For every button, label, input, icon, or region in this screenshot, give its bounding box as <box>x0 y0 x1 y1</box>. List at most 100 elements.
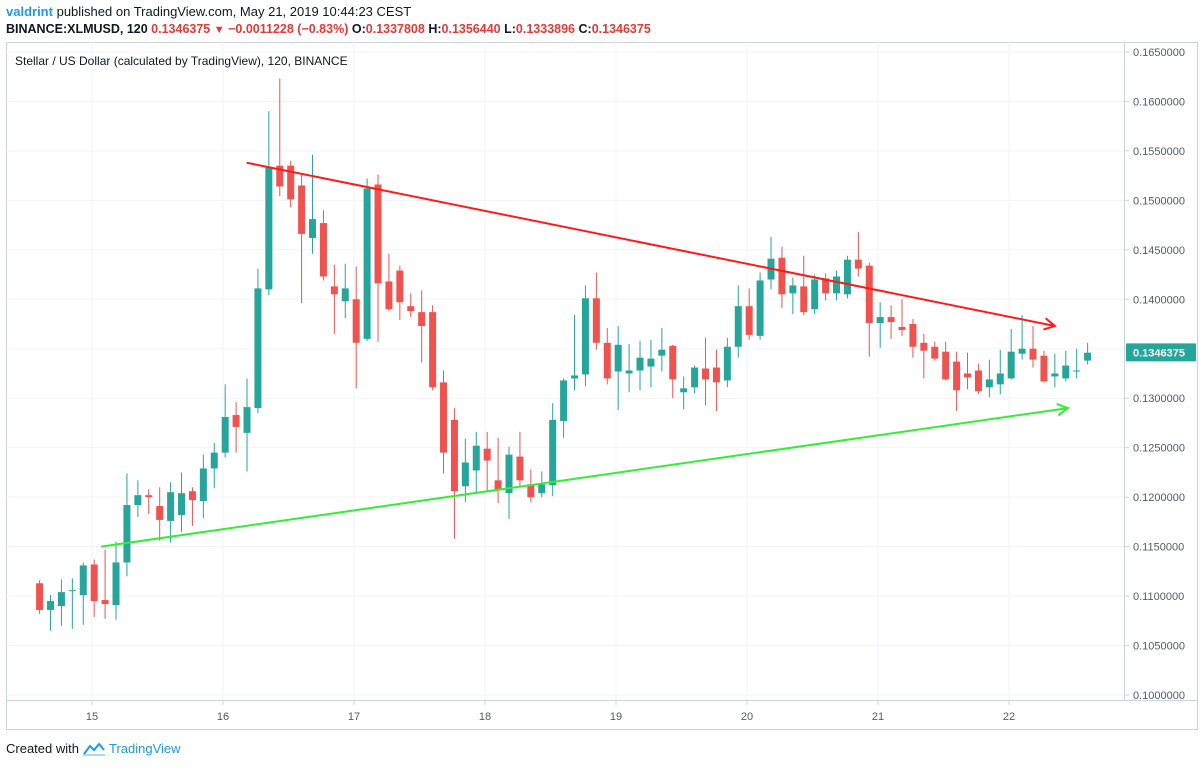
candle-body <box>134 495 142 506</box>
bearish-candle <box>1040 350 1048 383</box>
bullish-candle <box>691 365 699 394</box>
bearish-candle <box>669 344 677 399</box>
last-price-tag: 0.1346375 <box>1126 343 1196 362</box>
bearish-candle <box>145 489 153 514</box>
bullish-candle <box>723 337 731 388</box>
bearish-candle <box>778 246 786 309</box>
candle-body <box>953 361 961 391</box>
bearish-candle <box>330 264 338 334</box>
bullish-candle <box>265 111 273 296</box>
candle-body <box>396 270 404 303</box>
candle-body <box>265 166 273 290</box>
candle-body <box>822 278 830 294</box>
candle-body <box>843 259 851 295</box>
candle-body <box>298 185 306 234</box>
candle-body <box>287 165 295 200</box>
candle-body <box>254 288 262 409</box>
candle-body <box>352 299 360 343</box>
candle-body <box>156 506 164 520</box>
bearish-candle <box>407 293 415 318</box>
candle-body <box>1018 348 1026 354</box>
price-tick-label: 0.1650000 <box>1133 47 1185 59</box>
candle-body <box>188 491 196 501</box>
bearish-candle <box>188 487 196 526</box>
close-value: 0.1346375 <box>591 22 651 36</box>
price-chart[interactable]: 0.1000000 0.1050000 0.1100000 0.1150000 0.12… <box>6 42 1198 730</box>
bullish-candle <box>254 268 262 414</box>
candle-body <box>942 351 950 380</box>
bearish-candle <box>36 580 44 614</box>
candle-body <box>243 407 251 433</box>
bullish-candle <box>614 325 622 411</box>
time-axis[interactable]: 15 16 17 18 19 20 21 22 <box>86 700 1015 723</box>
price-tag-label: 0.1346375 <box>1133 347 1185 359</box>
candle-body <box>931 346 939 359</box>
price-tick-label: 0.1250000 <box>1133 443 1185 455</box>
candle-body <box>47 601 55 610</box>
candle-body <box>385 281 393 310</box>
low-label: L: <box>504 22 516 36</box>
bearish-candle <box>440 370 448 474</box>
bearish-candle <box>156 487 164 541</box>
bullish-candle <box>505 446 513 519</box>
bearish-candle <box>385 253 393 312</box>
bullish-candle <box>134 480 142 517</box>
bullish-candle <box>1062 350 1070 382</box>
price-tick-label: 0.1550000 <box>1133 146 1185 158</box>
symbol-label: BINANCE:XLMUSD, 120 <box>6 22 148 36</box>
candle-body <box>527 484 535 498</box>
bearish-candle <box>603 327 611 385</box>
bearish-candle <box>942 341 950 381</box>
bearish-candle <box>854 231 862 277</box>
candle-body <box>658 349 666 356</box>
bullish-candle <box>472 431 480 493</box>
tradingview-brand[interactable]: TradingView <box>108 741 181 756</box>
bullish-candle <box>876 302 884 348</box>
candle-body <box>854 259 862 269</box>
bearish-candle <box>101 549 109 619</box>
price-tick-label: 0.1050000 <box>1133 641 1185 653</box>
bearish-candle <box>909 319 917 358</box>
bullish-candle <box>843 255 851 299</box>
bearish-candle <box>516 431 524 487</box>
price-tick-label: 0.1150000 <box>1133 542 1184 554</box>
bullish-candle <box>789 277 797 315</box>
candle-body <box>581 298 589 375</box>
candle-body <box>1084 352 1092 361</box>
candle-body <box>418 312 426 326</box>
candle-body <box>571 375 579 379</box>
candle-body <box>516 456 524 481</box>
bullish-candle <box>167 482 175 543</box>
candle-body <box>90 564 98 602</box>
price-tick-label: 0.1200000 <box>1133 492 1185 504</box>
bearish-candle <box>745 288 753 340</box>
bearish-candle <box>1029 325 1037 368</box>
bearish-candle <box>712 349 720 412</box>
candle-body <box>1029 348 1037 360</box>
bearish-candle <box>494 437 502 504</box>
candle-body <box>319 223 327 277</box>
open-label: O: <box>351 22 366 36</box>
bullish-candle <box>178 472 186 532</box>
bearish-candle <box>429 305 437 391</box>
candle-body <box>702 368 710 380</box>
candle-body <box>549 419 557 486</box>
candle-body <box>789 285 797 294</box>
candle-body <box>603 342 611 379</box>
candle-body <box>800 286 808 313</box>
high-value: 0.1356440 <box>441 22 501 36</box>
price-tick-label: 0.1600000 <box>1133 96 1185 108</box>
candle-body <box>112 562 120 606</box>
candle-body <box>68 590 76 592</box>
resistance-trendline-arrowhead <box>1043 317 1057 331</box>
bullish-candle <box>647 339 655 388</box>
bearish-candle <box>931 341 939 361</box>
candle-body <box>680 388 688 393</box>
bullish-candle <box>756 272 764 340</box>
footer: Created with TradingView <box>6 741 181 756</box>
chart-area[interactable]: 0.1000000 0.1050000 0.1100000 0.1150000 0.12… <box>6 42 1198 730</box>
bullish-candle <box>811 274 819 315</box>
trendlines[interactable] <box>101 161 1071 548</box>
author-name[interactable]: valdrint <box>6 4 53 19</box>
bullish-candle <box>1051 353 1059 388</box>
